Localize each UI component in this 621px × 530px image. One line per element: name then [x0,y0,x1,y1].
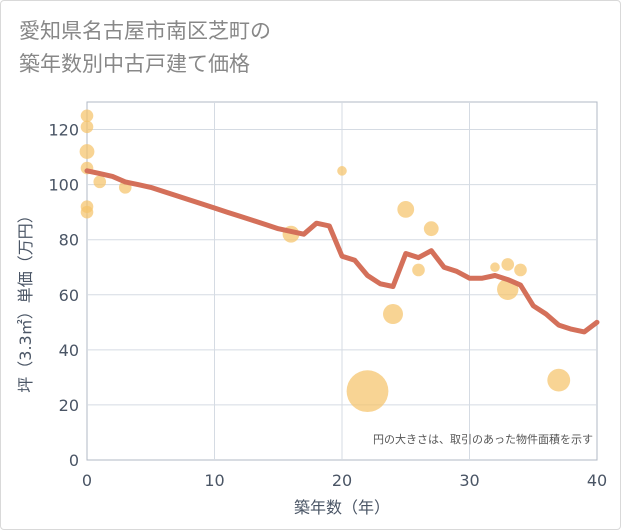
bubble-size-note: 円の大きさは、取引のあった物件面積を示す [373,432,593,446]
y-tick-label-20: 20 [59,396,79,415]
y-tick-label-40: 40 [59,341,79,360]
bubble-point-17 [501,258,515,271]
bubble-point-1 [80,109,94,123]
bubble-point-12 [383,304,403,325]
y-tick-label-120: 120 [48,121,79,140]
average-price-line [84,168,600,335]
bubble-point-7 [93,175,107,189]
y-axis-ticks: 0 20 40 60 80 100 120 [48,121,79,470]
x-tick-label-10: 10 [204,471,224,490]
x-tick-label-40: 40 [587,471,607,490]
x-axis-ticks: 0 10 20 30 40 [82,471,607,490]
x-axis-label: 築年数（年） [294,498,390,517]
bubble-point-15 [423,221,439,237]
bubble-point-19 [514,263,527,277]
bubble-point-2 [80,120,94,134]
y-tick-label-60: 60 [59,286,79,305]
bubble-point-10 [337,166,347,176]
y-tick-label-80: 80 [59,231,79,250]
bubble-point-11 [346,370,389,413]
bubble-point-16 [490,262,500,273]
y-tick-label-100: 100 [48,176,79,195]
bubble-point-13 [397,201,415,218]
bubble-point-3 [79,144,95,159]
x-tick-label-0: 0 [82,471,92,490]
bubble-point-20 [547,368,571,392]
grid-lines [87,102,597,460]
x-tick-label-20: 20 [332,471,352,490]
y-axis-label: 坪（3.3㎡）単価（万円） [16,207,35,392]
bubble-point-14 [412,263,425,277]
chart-title-line-1: 愛知県名古屋市南区芝町の [19,19,271,43]
chart-title: 愛知県名古屋市南区芝町の 築年数別中古戸建て価格 [19,15,271,81]
bubble-point-6 [80,205,94,219]
x-tick-label-30: 30 [459,471,479,490]
chart-title-line-2: 築年数別中古戸建て価格 [19,52,250,76]
y-tick-label-0: 0 [69,451,79,470]
